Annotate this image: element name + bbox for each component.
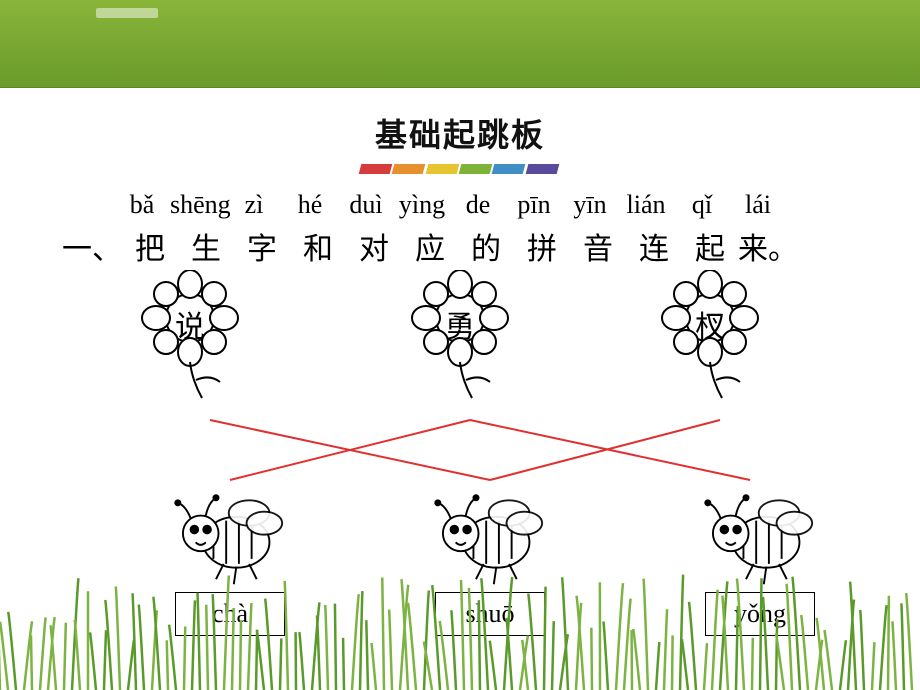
flower-item: 说 — [130, 270, 250, 400]
bee-item: shuō — [420, 485, 560, 636]
rainbow-divider — [360, 164, 560, 174]
hanzi-char: 和 — [290, 224, 346, 268]
hanzi-char: 拼 — [514, 224, 570, 268]
pinyin-syllable: shēng — [170, 190, 226, 220]
hanzi-char: 的 — [458, 224, 514, 268]
bee-icon — [160, 485, 300, 592]
pinyin-syllable: qǐ — [674, 190, 730, 220]
pinyin-box: chà — [175, 592, 285, 636]
hanzi-char: 来。 — [738, 224, 794, 268]
instruction: bǎshēngzìhéduìyìngdepīnyīnliánqǐlái 一、把生… — [62, 190, 882, 268]
hanzi-char: 应 — [402, 224, 458, 268]
bee-item: yǒng — [690, 485, 830, 636]
instruction-hanzi: 一、把生字和对应的拼音连起来。 — [62, 224, 882, 268]
hanzi-char: 字 — [234, 224, 290, 268]
flower-item: 勇 — [400, 270, 520, 400]
flower-char: 勇 — [400, 302, 520, 346]
bee-item: chà — [160, 485, 300, 636]
exercise-area: 说 勇 杈 — [0, 270, 920, 690]
pinyin-syllable: lián — [618, 190, 674, 220]
pinyin-syllable: lái — [730, 190, 786, 220]
hanzi-char: 音 — [570, 224, 626, 268]
pinyin-syllable: bǎ — [114, 190, 170, 220]
flower-char: 说 — [130, 302, 250, 346]
pinyin-syllable: yīn — [562, 190, 618, 220]
hanzi-char: 起 — [682, 224, 738, 268]
flower-char: 杈 — [650, 302, 770, 346]
flower-item: 杈 — [650, 270, 770, 400]
pinyin-syllable: yìng — [394, 190, 450, 220]
header-banner — [0, 0, 920, 88]
hanzi-char: 生 — [178, 224, 234, 268]
instruction-prefix: 一、 — [62, 224, 122, 268]
pinyin-syllable: de — [450, 190, 506, 220]
bee-icon — [420, 485, 560, 592]
hanzi-char: 连 — [626, 224, 682, 268]
pinyin-syllable: hé — [282, 190, 338, 220]
instruction-pinyin: bǎshēngzìhéduìyìngdepīnyīnliánqǐlái — [114, 190, 882, 220]
hanzi-char: 把 — [122, 224, 178, 268]
page-title: 基础起跳板 — [0, 110, 920, 156]
pinyin-syllable: zì — [226, 190, 282, 220]
title-block: 基础起跳板 — [0, 110, 920, 174]
pinyin-syllable: pīn — [506, 190, 562, 220]
hanzi-char: 对 — [346, 224, 402, 268]
pinyin-box: shuō — [435, 592, 545, 636]
bee-icon — [690, 485, 830, 592]
logo-placeholder — [96, 8, 158, 18]
pinyin-box: yǒng — [705, 592, 815, 636]
pinyin-syllable: duì — [338, 190, 394, 220]
